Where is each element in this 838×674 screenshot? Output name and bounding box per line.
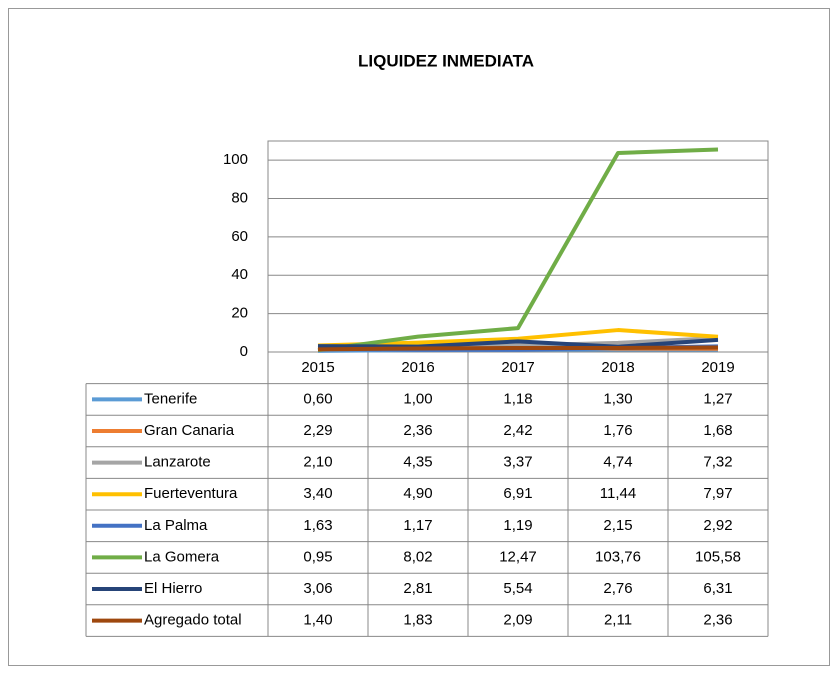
value-label: 8,02 <box>403 548 432 565</box>
legend-label: La Gomera <box>144 548 220 565</box>
value-label: 7,32 <box>703 454 732 471</box>
legend-label: Tenerife <box>144 390 197 407</box>
value-label: 2,42 <box>503 422 532 439</box>
series-line <box>317 328 719 348</box>
value-label: 3,40 <box>303 485 332 502</box>
series-line <box>317 337 719 349</box>
value-label: 1,00 <box>403 390 432 407</box>
x-tick-label: 2018 <box>601 359 634 376</box>
value-label: 1,63 <box>303 517 332 534</box>
x-tick-label: 2016 <box>401 359 434 376</box>
value-label: 7,97 <box>703 485 732 502</box>
legend-label: La Palma <box>144 517 208 534</box>
value-label: 1,40 <box>303 612 332 629</box>
value-label: 1,17 <box>403 517 432 534</box>
value-label: 2,81 <box>403 580 432 597</box>
value-label: 2,76 <box>603 580 632 597</box>
value-label: 1,83 <box>403 612 432 629</box>
y-tick-label: 100 <box>223 151 248 168</box>
series-line <box>317 147 719 353</box>
y-tick-label: 60 <box>231 228 248 245</box>
legend-label: El Hierro <box>144 580 202 597</box>
series-line <box>317 345 719 352</box>
legend-label: Agregado total <box>144 612 242 629</box>
value-label: 2,11 <box>604 612 632 629</box>
y-tick-label: 40 <box>231 266 248 283</box>
value-label: 11,44 <box>600 485 636 502</box>
value-label: 105,58 <box>695 548 741 565</box>
x-tick-label: 2017 <box>501 359 534 376</box>
x-tick-label: 2019 <box>701 359 734 376</box>
value-label: 1,27 <box>703 390 732 407</box>
value-label: 2,36 <box>703 612 732 629</box>
chart-title: LIQUIDEZ INMEDIATA <box>358 51 534 70</box>
value-label: 2,36 <box>403 422 432 439</box>
value-label: 0,60 <box>303 390 332 407</box>
value-label: 1,76 <box>603 422 632 439</box>
x-tick-label: 2015 <box>301 359 334 376</box>
value-label: 2,09 <box>503 612 532 629</box>
value-label: 4,74 <box>603 454 632 471</box>
value-label: 3,37 <box>503 454 532 471</box>
y-tick-label: 20 <box>231 305 248 322</box>
value-label: 2,15 <box>603 517 632 534</box>
value-label: 6,31 <box>703 580 732 597</box>
value-label: 0,95 <box>303 548 332 565</box>
value-label: 12,47 <box>499 548 537 565</box>
value-label: 1,30 <box>603 390 632 407</box>
value-label: 6,91 <box>503 485 532 502</box>
legend-label: Gran Canaria <box>144 422 235 439</box>
value-label: 1,19 <box>503 517 532 534</box>
value-label: 103,76 <box>595 548 641 565</box>
value-label: 2,92 <box>703 517 732 534</box>
value-label: 1,68 <box>703 422 732 439</box>
legend-label: Fuerteventura <box>144 485 238 502</box>
value-label: 3,06 <box>303 580 332 597</box>
y-tick-label: 80 <box>231 190 248 207</box>
value-label: 2,10 <box>303 454 332 471</box>
value-label: 1,18 <box>503 390 532 407</box>
value-label: 4,90 <box>403 485 432 502</box>
legend-label: Lanzarote <box>144 454 211 471</box>
value-label: 5,54 <box>503 580 532 597</box>
value-label: 2,29 <box>303 422 332 439</box>
value-label: 4,35 <box>403 454 432 471</box>
y-tick-label: 0 <box>240 343 248 360</box>
